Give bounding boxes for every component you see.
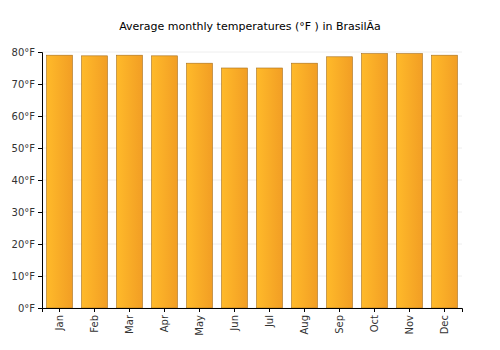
y-tick-label: 40°F bbox=[12, 175, 36, 186]
x-axis: Jan Feb Mar Apr May Jun Jul Aug Sep Oct Nov Dec bbox=[43, 308, 463, 336]
y-tick: 60°F bbox=[12, 111, 42, 122]
x-tick-label: Oct bbox=[369, 315, 380, 332]
bar bbox=[117, 55, 143, 308]
x-tick-label: Feb bbox=[89, 315, 100, 333]
y-tick-mark bbox=[38, 244, 42, 245]
grid-line bbox=[42, 52, 462, 53]
title: Average monthly temperatures (°F ) in Br… bbox=[119, 20, 381, 33]
y-tick: 30°F bbox=[12, 207, 42, 218]
x-tick-label: Sep bbox=[334, 315, 345, 334]
x-tick-label: Dec bbox=[439, 315, 450, 334]
x-tick-mark bbox=[199, 308, 200, 312]
x-tick-label: Apr bbox=[159, 314, 170, 332]
x-tick-label: May bbox=[194, 315, 205, 336]
y-tick-label: 30°F bbox=[12, 207, 36, 218]
y-tick: 10°F bbox=[12, 271, 42, 282]
y-tick-label: 0°F bbox=[18, 303, 35, 314]
x-tick-mark bbox=[339, 308, 340, 312]
x-tick: Jun bbox=[229, 308, 240, 332]
x-tick-label: Nov bbox=[404, 315, 415, 335]
x-tick-label: Jul bbox=[264, 315, 275, 328]
y-tick-mark bbox=[38, 180, 42, 181]
y-axis: 0°F 10°F 20°F 30°F 40°F 50°F 60°F 70°F 80°F bbox=[12, 47, 43, 314]
y-tick: 50°F bbox=[12, 143, 42, 154]
x-tick: Aug bbox=[299, 308, 310, 335]
x-tick: Jul bbox=[264, 308, 275, 328]
bars bbox=[47, 54, 458, 308]
y-tick-label: 10°F bbox=[12, 271, 36, 282]
x-tick-mark bbox=[94, 308, 95, 312]
plot: 0°F 10°F 20°F 30°F 40°F 50°F 60°F 70°F 80°F Jan Fe… bbox=[12, 47, 463, 336]
y-tick-mark bbox=[38, 84, 42, 85]
y-tick-label: 50°F bbox=[12, 143, 36, 154]
bar bbox=[327, 57, 353, 308]
x-tick: Oct bbox=[369, 308, 380, 332]
y-tick-label: 20°F bbox=[12, 239, 36, 250]
bar bbox=[152, 56, 178, 308]
y-tick-mark bbox=[38, 276, 42, 277]
y-tick-label: 60°F bbox=[12, 111, 36, 122]
x-tick: Jan bbox=[54, 308, 65, 331]
y-tick: 0°F bbox=[18, 303, 42, 314]
x-tick-label: Jun bbox=[229, 315, 240, 332]
x-tick: Sep bbox=[334, 308, 345, 334]
x-tick-mark bbox=[164, 308, 165, 312]
x-tick: Nov bbox=[404, 308, 415, 335]
bar bbox=[292, 63, 318, 308]
y-tick: 40°F bbox=[12, 175, 42, 186]
x-tick-mark bbox=[234, 308, 235, 312]
bar bbox=[47, 55, 73, 308]
bar bbox=[82, 56, 108, 308]
chart: 0°F 10°F 20°F 30°F 40°F 50°F 60°F 70°F 80°F Jan Fe… bbox=[0, 0, 500, 350]
x-tick: May bbox=[194, 308, 205, 336]
x-tick: Mar bbox=[124, 308, 135, 334]
y-tick-mark bbox=[38, 148, 42, 149]
y-tick-mark bbox=[38, 308, 42, 309]
bar bbox=[397, 54, 423, 308]
bar bbox=[187, 63, 213, 308]
x-tick-mark bbox=[374, 308, 375, 312]
x-tick: Feb bbox=[89, 308, 100, 333]
x-axis-line bbox=[43, 309, 463, 313]
x-tick-label: Aug bbox=[299, 315, 310, 335]
x-tick-mark bbox=[269, 308, 270, 312]
y-tick-label: 70°F bbox=[12, 79, 36, 90]
grid bbox=[42, 52, 462, 308]
y-tick: 70°F bbox=[12, 79, 42, 90]
x-tick-mark bbox=[444, 308, 445, 312]
y-tick-label: 80°F bbox=[12, 47, 36, 58]
x-tick-mark bbox=[409, 308, 410, 312]
x-tick-label: Mar bbox=[124, 314, 135, 334]
x-tick: Apr bbox=[159, 308, 170, 332]
bar bbox=[362, 54, 388, 308]
x-tick: Dec bbox=[439, 308, 450, 334]
y-axis-line bbox=[38, 53, 43, 309]
x-tick-mark bbox=[129, 308, 130, 312]
y-tick: 80°F bbox=[12, 47, 42, 58]
bar bbox=[432, 55, 458, 308]
x-tick-mark bbox=[304, 308, 305, 312]
x-tick-mark bbox=[59, 308, 60, 312]
y-tick-mark bbox=[38, 116, 42, 117]
y-tick: 20°F bbox=[12, 239, 42, 250]
bar bbox=[257, 68, 283, 308]
bar bbox=[222, 68, 248, 308]
y-tick-mark bbox=[38, 212, 42, 213]
x-tick-label: Jan bbox=[54, 315, 65, 331]
y-tick-mark bbox=[38, 52, 42, 53]
